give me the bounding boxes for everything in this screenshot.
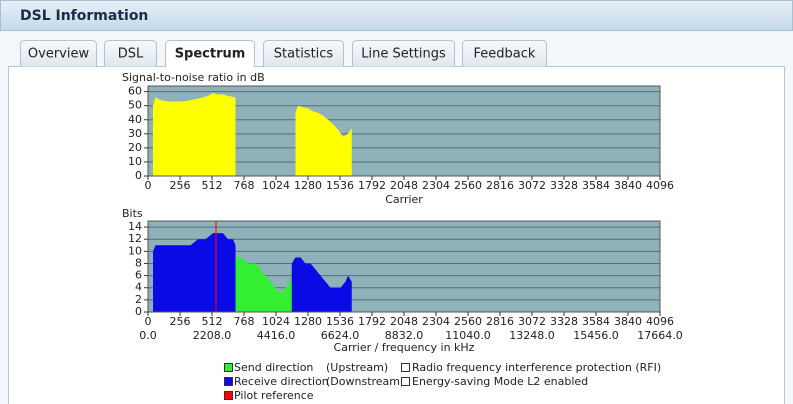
x-tick-label: 256	[170, 179, 191, 192]
x-tick-label: 2560	[454, 179, 482, 192]
x-tick-label: 3584	[582, 315, 610, 328]
x-axis-label: Carrier	[385, 193, 423, 206]
x-tick-label: 256	[170, 315, 191, 328]
x-tick-label: 3072	[518, 315, 546, 328]
tab-shape	[104, 40, 157, 67]
chart-title: Signal-to-noise ratio in dB	[122, 71, 265, 84]
legend-note: (Downstream)	[326, 375, 404, 388]
y-tick-label: 4	[135, 281, 142, 294]
x-tick-label: 2048	[390, 179, 418, 192]
x-tick-label: 768	[234, 315, 255, 328]
x-tick-label: 2304	[422, 179, 450, 192]
y-tick-label: 30	[128, 127, 142, 140]
option-label: Energy-saving Mode L2 enabled	[412, 375, 588, 388]
y-tick-label: 0	[135, 169, 142, 182]
x-tick-label: 3328	[550, 179, 578, 192]
x2-tick-label: 4416.0	[257, 329, 296, 342]
x-tick-label: 3840	[614, 179, 642, 192]
x-tick-label: 2304	[422, 315, 450, 328]
tab-label[interactable]: Overview	[28, 47, 90, 62]
tab[interactable]: Line Settings	[352, 40, 455, 67]
y-tick-label: 2	[135, 293, 142, 306]
x-tick-label: 3072	[518, 179, 546, 192]
x2-tick-label: 13248.0	[509, 329, 555, 342]
legend-label: Send direction	[234, 361, 313, 374]
x-tick-label: 1280	[294, 315, 322, 328]
y-tick-label: 60	[128, 85, 142, 98]
legend-swatch	[224, 377, 233, 386]
tab-label[interactable]: Statistics	[274, 47, 334, 62]
y-tick-label: 8	[135, 256, 142, 269]
x-tick-label: 2560	[454, 315, 482, 328]
header-bar	[0, 0, 793, 31]
tab-shape	[462, 40, 547, 67]
legend-note: (Upstream)	[326, 361, 388, 374]
y-tick-label: 40	[128, 113, 142, 126]
x-tick-label: 2816	[486, 179, 514, 192]
x2-tick-label: 11040.0	[445, 329, 491, 342]
y-tick-label: 20	[128, 141, 142, 154]
x-tick-label: 1024	[262, 179, 290, 192]
chart-title: Bits	[122, 207, 143, 220]
legend-swatch	[224, 363, 233, 372]
y-tick-label: 0	[135, 305, 142, 318]
tab[interactable]: Overview	[20, 40, 97, 67]
x-tick-label: 2816	[486, 315, 514, 328]
tab-label[interactable]: Spectrum	[175, 47, 246, 62]
x2-tick-label: 17664.0	[637, 329, 683, 342]
x-tick-label: 768	[234, 179, 255, 192]
tab-shape	[165, 40, 255, 67]
y-tick-label: 10	[128, 155, 142, 168]
y-tick-label: 50	[128, 99, 142, 112]
y-tick-label: 12	[128, 232, 142, 245]
x-axis-label: Carrier / frequency in kHz	[334, 341, 475, 354]
x2-tick-label: 8832.0	[385, 329, 424, 342]
option-label: Radio frequency interference protection …	[412, 361, 661, 374]
tab-shape	[20, 40, 97, 67]
x2-tick-label: 0.0	[139, 329, 157, 342]
y-tick-label: 10	[128, 244, 142, 257]
x-tick-label: 1792	[358, 179, 386, 192]
x-tick-label: 3584	[582, 179, 610, 192]
x-tick-label: 2048	[390, 315, 418, 328]
data-area	[153, 93, 352, 176]
x2-tick-label: 2208.0	[193, 329, 232, 342]
tab-label[interactable]: DSL	[118, 47, 144, 62]
x2-tick-label: 15456.0	[573, 329, 619, 342]
checkbox[interactable]	[401, 363, 410, 372]
tab-shape	[352, 40, 455, 67]
x-tick-label: 1280	[294, 179, 322, 192]
tab-label[interactable]: Feedback	[474, 47, 536, 62]
header-title: DSL Information	[20, 8, 148, 24]
tab[interactable]: Statistics	[263, 40, 344, 67]
x-tick-label: 4096	[646, 179, 674, 192]
x-tick-label: 0	[145, 179, 152, 192]
x2-tick-label: 6624.0	[321, 329, 360, 342]
data-area	[153, 233, 352, 312]
x-tick-label: 4096	[646, 315, 674, 328]
tab[interactable]: Feedback	[462, 40, 547, 67]
legend-label: Receive direction	[234, 375, 329, 388]
x-tick-label: 1536	[326, 315, 354, 328]
x-tick-label: 1792	[358, 315, 386, 328]
x-tick-label: 0	[145, 315, 152, 328]
data-area	[235, 257, 292, 312]
y-tick-label: 6	[135, 269, 142, 282]
x-tick-label: 512	[202, 315, 223, 328]
legend-swatch	[224, 391, 233, 400]
legend-label: Pilot reference	[234, 389, 314, 402]
checkbox[interactable]	[401, 377, 410, 386]
tab[interactable]: DSL	[104, 40, 157, 67]
x-tick-label: 1536	[326, 179, 354, 192]
x-tick-label: 3840	[614, 315, 642, 328]
tab-shape	[263, 40, 344, 67]
x-tick-label: 3328	[550, 315, 578, 328]
x-tick-label: 512	[202, 179, 223, 192]
x-tick-label: 1024	[262, 315, 290, 328]
tab-label[interactable]: Line Settings	[361, 47, 446, 62]
tab[interactable]: Spectrum	[165, 40, 255, 68]
y-tick-label: 14	[128, 220, 142, 233]
